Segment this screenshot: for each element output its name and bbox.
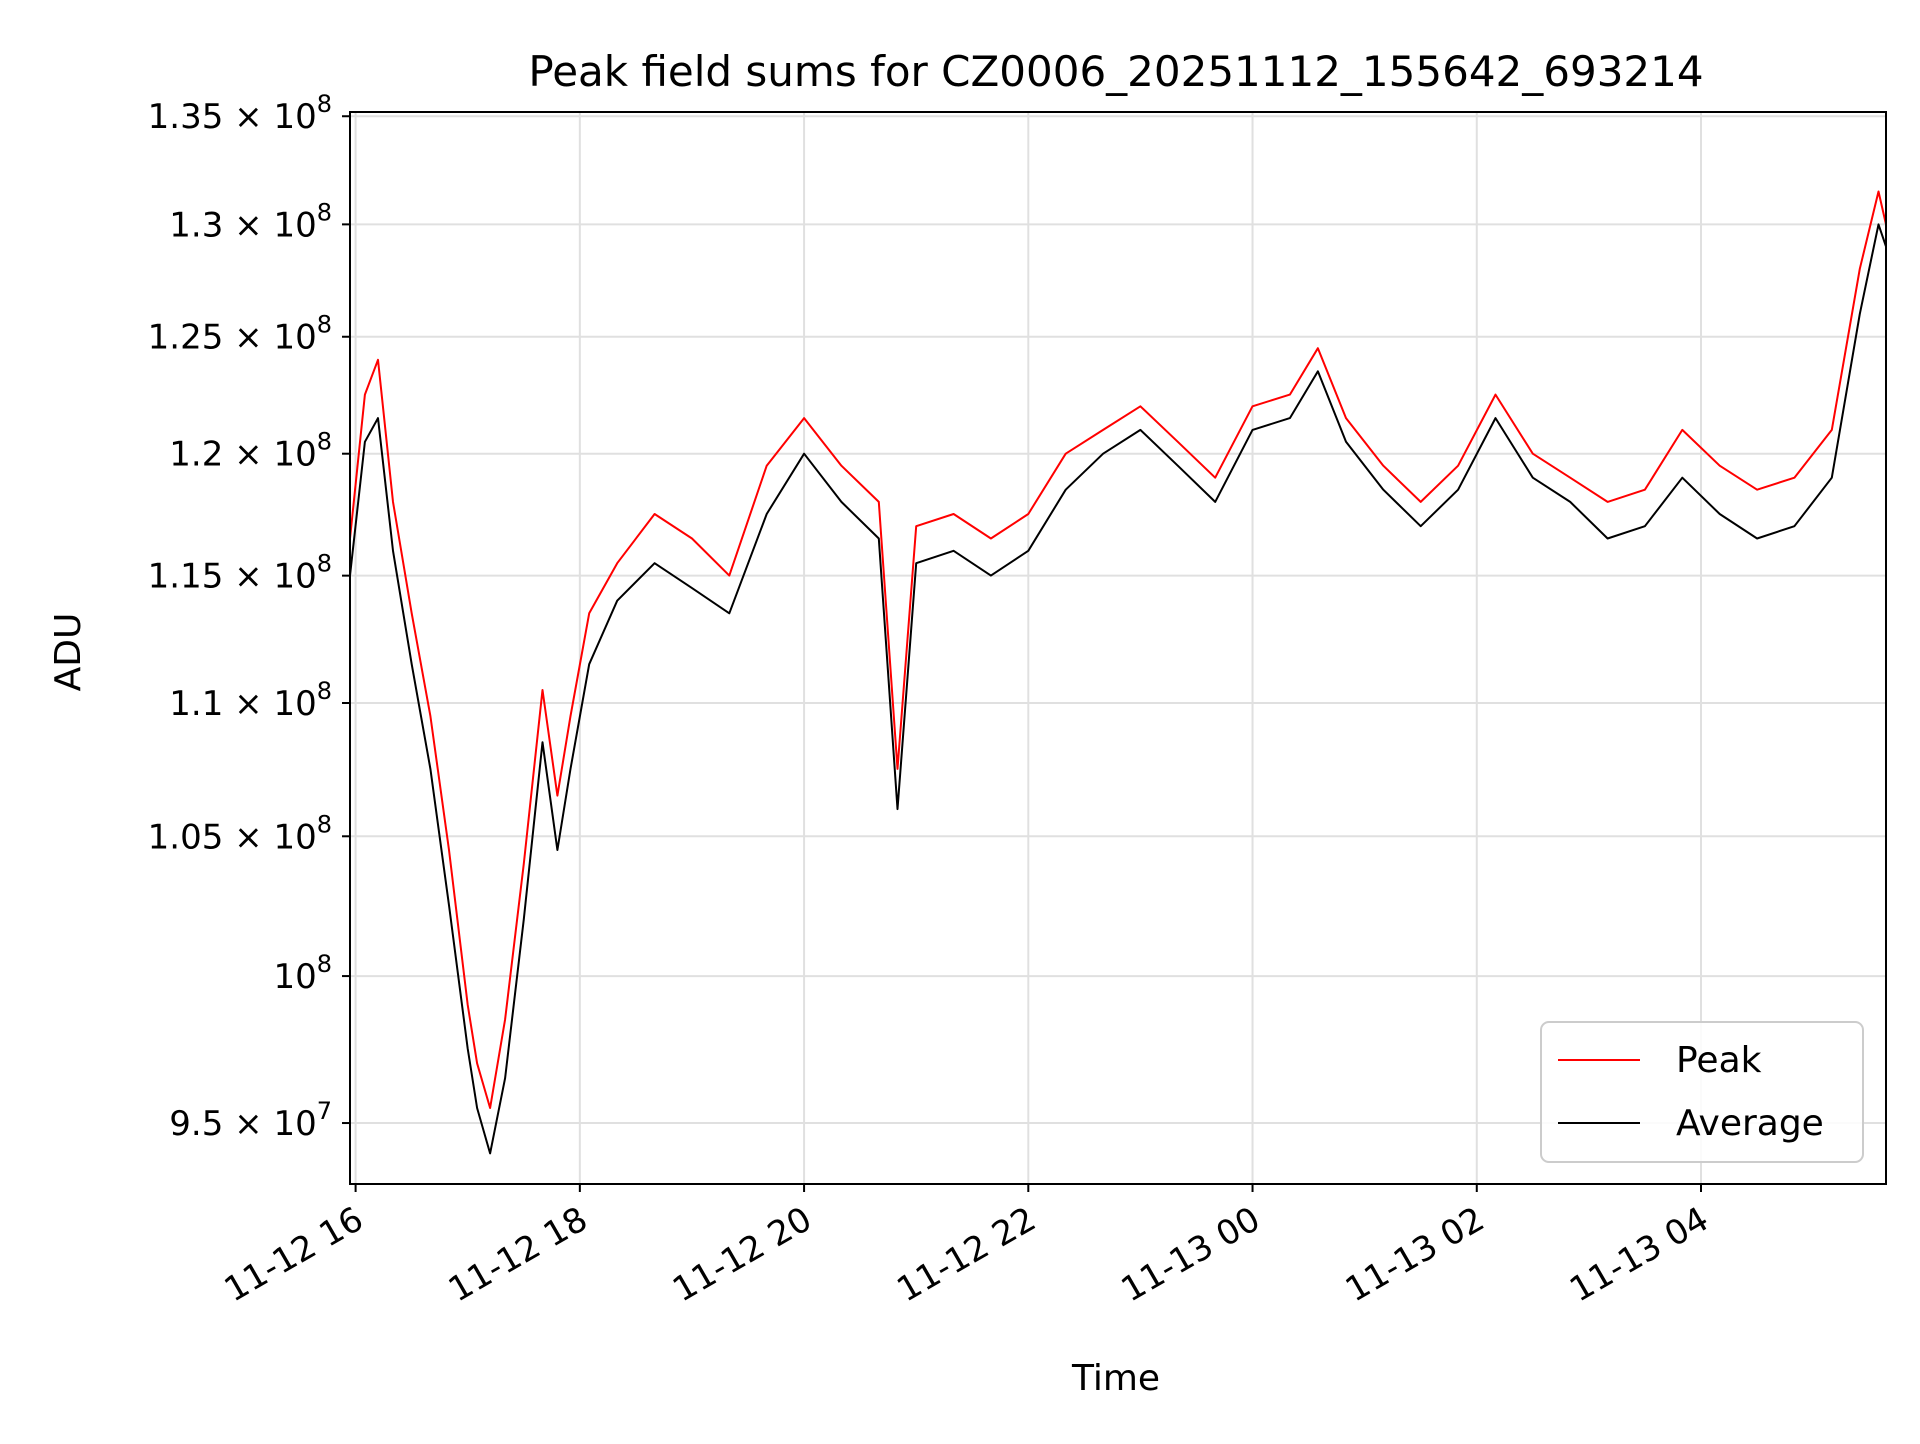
legend: Peak Average	[1540, 1021, 1864, 1163]
y-tick-label: 9.5 × 107	[169, 1097, 332, 1144]
x-axis-label: Time	[1071, 1358, 1160, 1399]
y-tick-label: 1.05 × 108	[148, 810, 332, 857]
y-tick-label: 1.35 × 108	[148, 90, 332, 137]
y-tick-label: 1.2 × 108	[169, 428, 332, 475]
legend-label-average: Average	[1676, 1103, 1824, 1144]
grid	[350, 112, 1886, 1184]
series-line-average	[349, 223, 1887, 1155]
legend-box	[1540, 1021, 1864, 1163]
y-axis: 9.5 × 107 108 1.05 × 108 1.1 × 108 1.15 × 10…	[148, 90, 350, 1144]
y-axis-label: ADU	[48, 613, 89, 692]
y-tick-label: 1.1 × 108	[169, 677, 332, 724]
series-line-peak	[349, 190, 1887, 1109]
y-tick-label: 1.25 × 108	[148, 311, 332, 358]
y-tick-label: 108	[273, 950, 332, 997]
y-tick-label: 1.15 × 108	[148, 550, 332, 597]
y-tick-label: 1.3 × 108	[169, 198, 332, 245]
plot-frame	[349, 111, 1887, 1185]
chart-title: Peak field sums for CZ0006_20251112_1556…	[528, 47, 1703, 96]
series-group	[349, 190, 1887, 1155]
legend-label-peak: Peak	[1676, 1040, 1762, 1081]
